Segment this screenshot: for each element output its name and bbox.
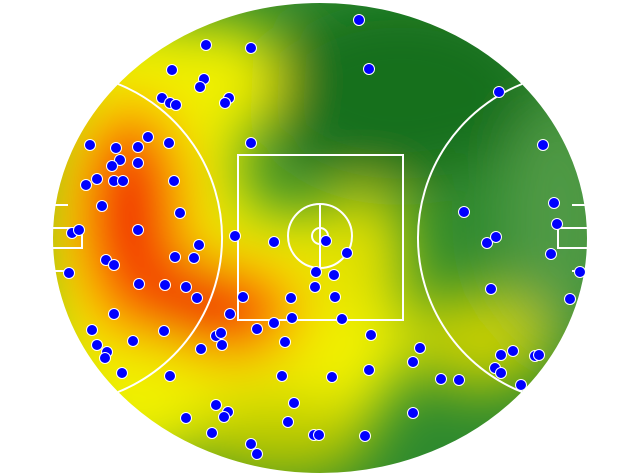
point (106, 160, 118, 172)
point (219, 97, 231, 109)
point (80, 179, 92, 191)
point (493, 86, 505, 98)
point (288, 397, 300, 409)
point (168, 175, 180, 187)
point (86, 324, 98, 336)
point (73, 224, 85, 236)
point (91, 173, 103, 185)
point (326, 371, 338, 383)
point (193, 239, 205, 251)
point (537, 139, 549, 151)
point (310, 266, 322, 278)
point (329, 291, 341, 303)
point (117, 175, 129, 187)
point (132, 141, 144, 153)
point (245, 137, 257, 149)
point (210, 399, 222, 411)
point (116, 367, 128, 379)
point (194, 81, 206, 93)
point (268, 236, 280, 248)
point (548, 197, 560, 209)
point (551, 218, 563, 230)
point (245, 42, 257, 54)
point (515, 379, 527, 391)
point (84, 139, 96, 151)
point (245, 438, 257, 450)
point (495, 349, 507, 361)
point (170, 99, 182, 111)
point (495, 367, 507, 379)
point (320, 235, 332, 247)
point (174, 207, 186, 219)
point (363, 63, 375, 75)
point (353, 14, 365, 26)
point (237, 291, 249, 303)
point (169, 251, 181, 263)
point (142, 131, 154, 143)
point (268, 317, 280, 329)
point (533, 349, 545, 361)
point (99, 352, 111, 364)
point (159, 279, 171, 291)
point (453, 374, 465, 386)
point (158, 325, 170, 337)
point (286, 312, 298, 324)
point (336, 313, 348, 325)
point (110, 142, 122, 154)
point (279, 336, 291, 348)
point (164, 370, 176, 382)
point (224, 308, 236, 320)
point (180, 281, 192, 293)
point (114, 154, 126, 166)
point (206, 427, 218, 439)
point (251, 323, 263, 335)
point (133, 278, 145, 290)
point (481, 237, 493, 249)
point (545, 248, 557, 260)
point (132, 224, 144, 236)
point (229, 230, 241, 242)
point (309, 281, 321, 293)
point (216, 339, 228, 351)
point (414, 342, 426, 354)
point (91, 339, 103, 351)
point (163, 137, 175, 149)
point (166, 64, 178, 76)
point (127, 335, 139, 347)
point (285, 292, 297, 304)
point (215, 327, 227, 339)
point (365, 329, 377, 341)
point (507, 345, 519, 357)
point (407, 407, 419, 419)
point (108, 259, 120, 271)
point (188, 252, 200, 264)
point (63, 267, 75, 279)
point (191, 292, 203, 304)
point (132, 157, 144, 169)
point (363, 364, 375, 376)
point (108, 308, 120, 320)
point (490, 231, 502, 243)
point (359, 430, 371, 442)
point (574, 266, 586, 278)
point (251, 448, 263, 460)
point (313, 429, 325, 441)
point (564, 293, 576, 305)
point (485, 283, 497, 295)
point (282, 416, 294, 428)
point (458, 206, 470, 218)
point (195, 343, 207, 355)
point (200, 39, 212, 51)
point (407, 356, 419, 368)
point (218, 411, 230, 423)
point (96, 200, 108, 212)
point (435, 373, 447, 385)
point (341, 247, 353, 259)
point (180, 412, 192, 424)
point (276, 370, 288, 382)
point (328, 269, 340, 281)
